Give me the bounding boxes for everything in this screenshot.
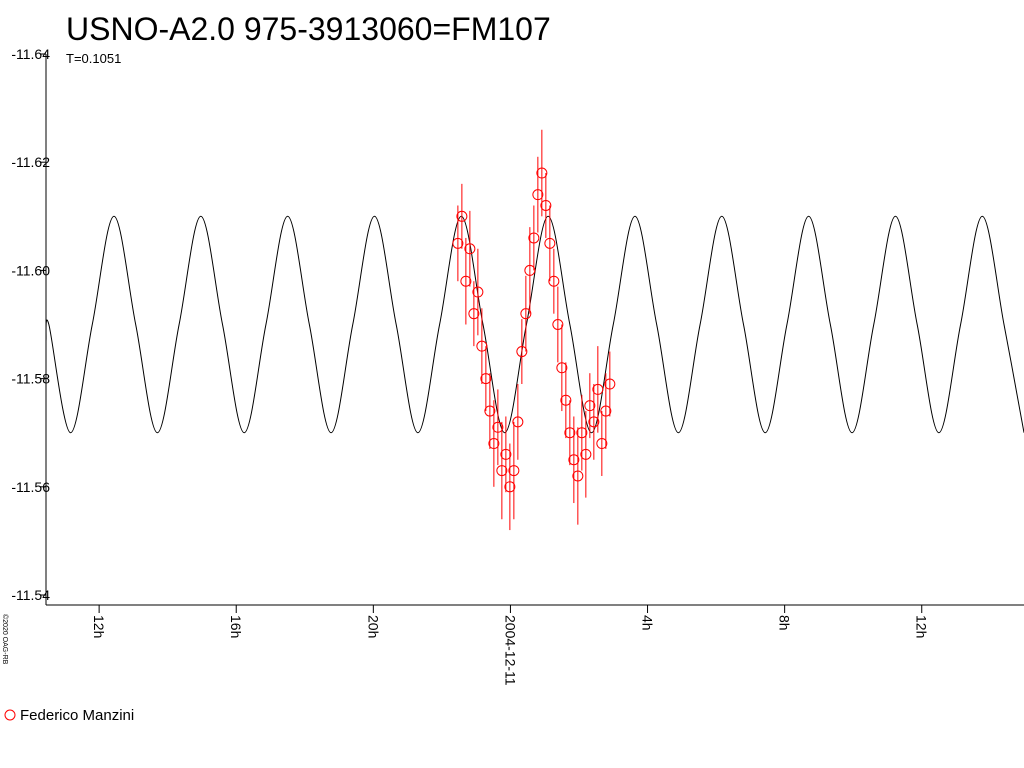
- data-point: [480, 373, 492, 385]
- data-point: [520, 308, 532, 320]
- data-point: [600, 405, 612, 417]
- x-tick-label: 20h: [365, 615, 381, 638]
- data-point: [588, 416, 600, 428]
- model-curve: [45, 215, 1024, 434]
- data-point: [528, 232, 540, 244]
- data-point: [532, 189, 544, 201]
- data-point: [464, 243, 476, 255]
- data-point: [524, 264, 536, 276]
- legend-marker: [4, 709, 16, 721]
- data-point: [496, 465, 508, 477]
- x-tick-label: 4h: [640, 615, 656, 631]
- data-point: [472, 286, 484, 298]
- data-point: [596, 438, 608, 450]
- x-tick-label: 12h: [91, 615, 107, 638]
- data-point: [564, 427, 576, 439]
- data-point: [548, 275, 560, 287]
- y-tick-label: -11.56: [11, 479, 50, 495]
- x-tick-label: 8h: [777, 615, 793, 631]
- data-point: [508, 465, 520, 477]
- y-tick-label: -11.58: [11, 371, 50, 387]
- data-point: [544, 237, 556, 249]
- data-point: [572, 470, 584, 482]
- data-point: [476, 340, 488, 352]
- data-point: [516, 346, 528, 358]
- data-point: [504, 481, 516, 493]
- data-point: [492, 421, 504, 433]
- data-point: [552, 319, 564, 330]
- credit: ©2020 OAG-RB: [1, 614, 9, 665]
- y-tick-label: -11.62: [11, 154, 50, 170]
- data-point: [500, 448, 512, 460]
- y-tick-label: -11.54: [11, 587, 50, 603]
- data-point: [568, 454, 580, 466]
- data-point: [576, 427, 588, 439]
- data-point: [484, 405, 496, 417]
- x-tick-label: 12h: [914, 615, 930, 638]
- data-point: [556, 362, 568, 374]
- legend-label: Federico Manzini: [20, 707, 134, 724]
- data-point: [536, 167, 548, 179]
- data-point: [468, 308, 480, 320]
- data-point: [580, 448, 592, 460]
- y-tick-label: -11.60: [11, 262, 50, 278]
- data-point: [456, 210, 468, 222]
- data-point: [452, 237, 464, 249]
- y-tick-label: -11.64: [11, 46, 50, 62]
- chart-title: USNO-A2.0 975-3913060=FM107: [66, 11, 551, 47]
- data-point: [540, 199, 552, 211]
- chart-subtitle: T=0.1051: [66, 51, 121, 66]
- data-point: [604, 378, 616, 390]
- data-point: [512, 416, 524, 428]
- x-tick-label: 16h: [228, 615, 244, 638]
- data-point: [584, 400, 596, 412]
- data-point: [560, 394, 572, 406]
- data-point: [592, 383, 604, 395]
- data-point: [488, 438, 500, 450]
- data-point: [460, 275, 472, 287]
- x-tick-label: 2004-12-11: [502, 615, 518, 686]
